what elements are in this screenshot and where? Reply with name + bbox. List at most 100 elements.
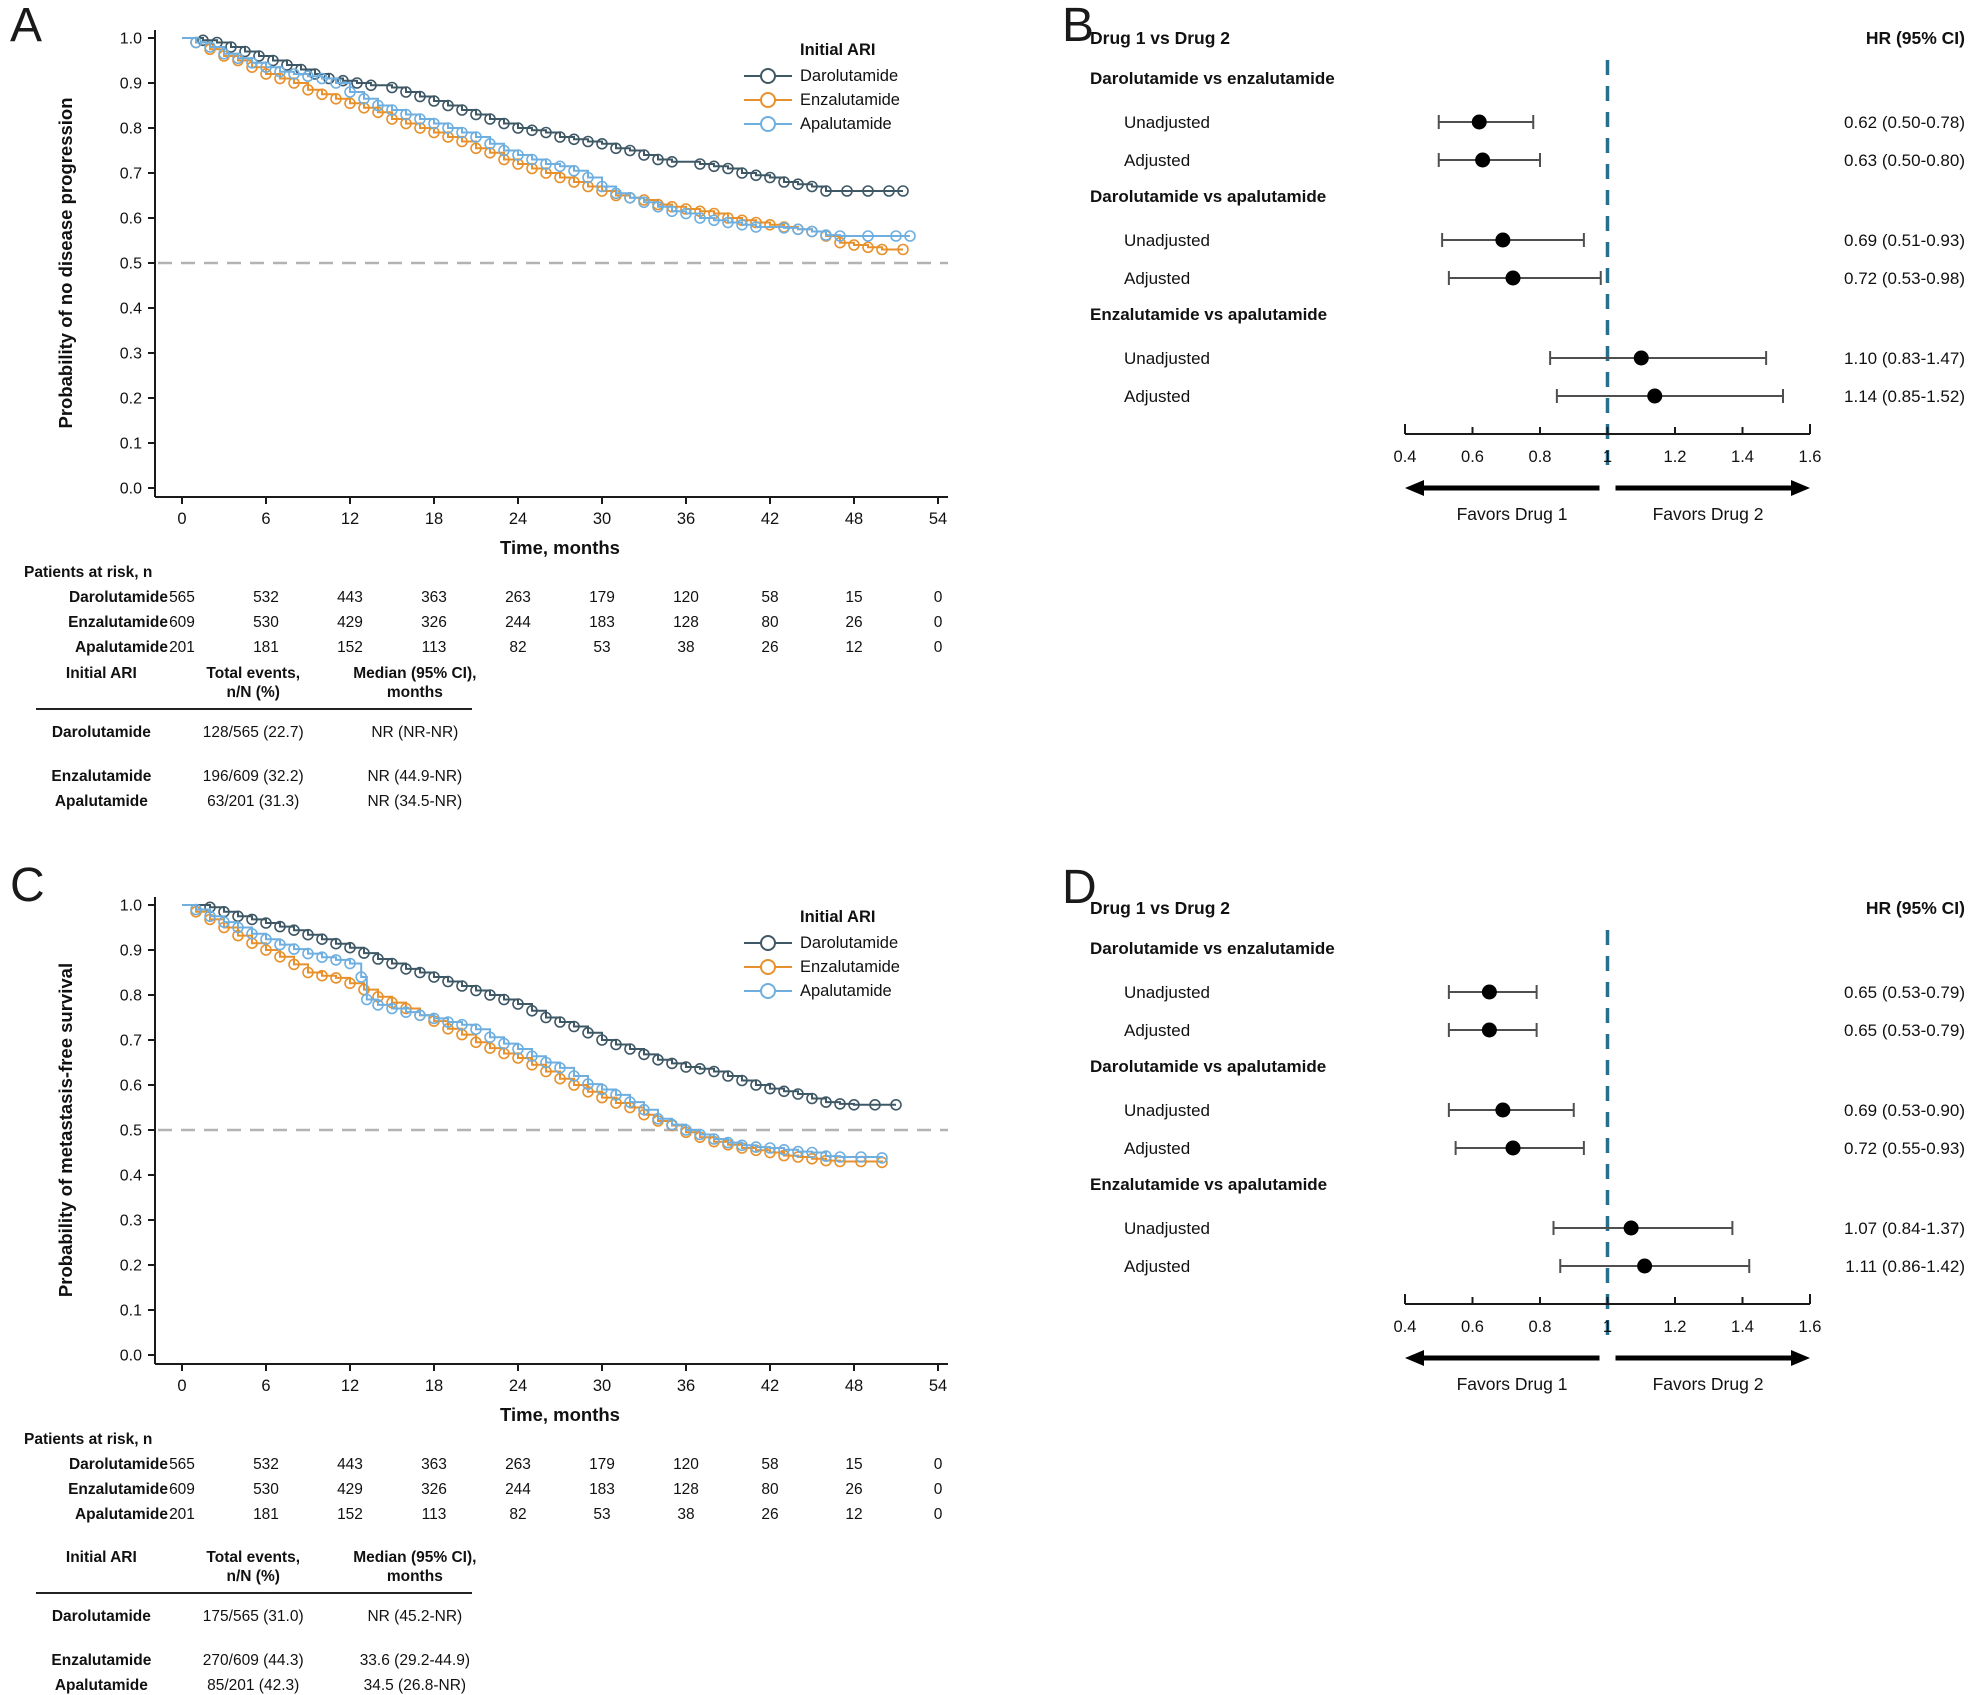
risk-count: 113 — [422, 1506, 447, 1523]
risk-row-name: Apalutamide — [75, 1506, 168, 1523]
censor-mark — [400, 963, 412, 975]
x-tick-label: 30 — [593, 1377, 611, 1395]
censor-mark — [302, 70, 314, 82]
summary-table-row: Darolutamide 128/565 (22.7) NR (NR-NR) — [28, 724, 498, 742]
censor-mark — [316, 951, 328, 963]
risk-count: 80 — [761, 1481, 779, 1498]
forest-row-label: Unadjusted — [1124, 983, 1210, 1002]
censor-mark — [239, 45, 251, 58]
censor-mark — [624, 1043, 636, 1055]
legend-entry-label: Apalutamide — [800, 982, 892, 1000]
summary-cell: Enzalutamide — [51, 1651, 152, 1669]
summary-cell: 270/609 (44.3) — [202, 1651, 304, 1669]
censor-mark — [554, 160, 566, 173]
hr-point-estimate — [1623, 1220, 1639, 1236]
x-tick-label: 0 — [177, 1377, 186, 1395]
censor-mark — [316, 933, 328, 945]
censor-mark — [400, 117, 412, 130]
forest-row-label: Adjusted — [1124, 1257, 1190, 1276]
censor-mark — [386, 1002, 398, 1015]
legend-entry-label: Apalutamide — [800, 115, 892, 133]
y-tick-label: 0.7 — [120, 1033, 142, 1050]
censor-mark — [274, 920, 286, 933]
censor-mark — [876, 1152, 888, 1164]
censor-mark — [246, 928, 258, 940]
censor-mark — [610, 1089, 622, 1101]
censor-mark — [897, 185, 909, 197]
risk-count: 532 — [253, 1456, 279, 1473]
summary-header-cell: Initial ARI — [65, 1549, 137, 1566]
hr-column-header: HR (95% CI) — [1866, 898, 1965, 918]
summary-cell: Darolutamide — [51, 723, 151, 741]
censor-mark — [666, 205, 678, 218]
censor-mark — [512, 998, 524, 1010]
censor-mark — [554, 131, 566, 143]
y-tick-label: 0.4 — [120, 1168, 142, 1185]
risk-count: 363 — [421, 1456, 447, 1473]
forest-row-label: Unadjusted — [1124, 1101, 1210, 1120]
legend-entry-label: Enzalutamide — [800, 91, 900, 109]
km-chart-a: 1.0 0.9 0.8 0.7 0.6 0.5 0.4 0.3 0.2 0.1 0.0 Probabi… — [24, 30, 948, 656]
censor-mark — [442, 975, 454, 988]
risk-count: 0 — [934, 639, 943, 656]
censor-mark — [414, 122, 426, 134]
hr-value-text: 0.69 (0.53-0.90) — [1844, 1101, 1965, 1120]
forest-tick-label: 0.6 — [1461, 1318, 1484, 1336]
hr-point-estimate — [1471, 114, 1487, 130]
forest-tick-label: 1.4 — [1731, 448, 1754, 466]
censor-mark — [855, 1151, 867, 1163]
risk-count: 244 — [505, 1481, 531, 1498]
censor-mark — [470, 1023, 482, 1035]
forest-row-label: Unadjusted — [1124, 349, 1210, 368]
censor-mark — [365, 79, 377, 92]
censor-mark — [694, 212, 706, 224]
censor-mark — [274, 72, 286, 85]
forest-row-label: Adjusted — [1124, 1021, 1190, 1040]
y-tick-label: 1.0 — [120, 31, 142, 48]
legend-marker-circle — [760, 116, 776, 132]
censor-mark — [428, 1012, 440, 1025]
y-tick-label: 0.9 — [120, 943, 142, 960]
censor-mark — [890, 1099, 902, 1111]
right-arrowhead — [1791, 480, 1810, 496]
forest-row-label: Adjusted — [1124, 269, 1190, 288]
favors-drug2-label: Favors Drug 2 — [1653, 1374, 1764, 1394]
censor-mark — [624, 144, 636, 157]
favors-arrows — [1405, 1350, 1810, 1366]
risk-count: 363 — [421, 589, 447, 606]
censor-mark — [400, 1006, 412, 1018]
x-tick-label: 36 — [677, 1377, 695, 1395]
ci-errorbar — [1555, 389, 1784, 403]
legend-marker-circle — [760, 92, 776, 108]
risk-count: 120 — [673, 589, 699, 606]
censor-mark — [792, 223, 804, 236]
censor-mark — [820, 1150, 832, 1162]
censor-mark — [358, 93, 370, 105]
y-axis-title: Probability of metastasis-free survival — [55, 963, 76, 1297]
favors-drug2-label: Favors Drug 2 — [1653, 504, 1764, 524]
risk-count: 530 — [253, 1481, 279, 1498]
risk-count: 0 — [934, 1506, 943, 1523]
summary-header-cell: Median (95% CI), months — [353, 665, 477, 702]
y-tick-label: 0.6 — [120, 211, 142, 228]
censor-mark — [680, 207, 692, 220]
censor-mark — [722, 216, 734, 229]
censor-mark — [820, 1096, 832, 1108]
risk-count: 26 — [845, 1481, 862, 1498]
censor-mark — [288, 958, 300, 971]
hr-column-header: HR (95% CI) — [1866, 28, 1965, 48]
censor-mark — [582, 1027, 594, 1039]
censor-mark — [596, 180, 608, 193]
censor-mark — [344, 86, 356, 98]
censor-mark — [372, 99, 384, 112]
censor-mark — [806, 180, 818, 193]
censor-mark — [442, 131, 454, 143]
censor-mark — [883, 185, 895, 197]
censor-mark — [456, 135, 468, 148]
x-axis — [155, 1363, 948, 1371]
censor-mark — [540, 1011, 552, 1024]
risk-count: 15 — [845, 1456, 862, 1473]
summary-table-row: Enzalutamide 270/609 (44.3) 33.6 (29.2-44.… — [28, 1652, 498, 1670]
censor-mark — [722, 162, 734, 175]
